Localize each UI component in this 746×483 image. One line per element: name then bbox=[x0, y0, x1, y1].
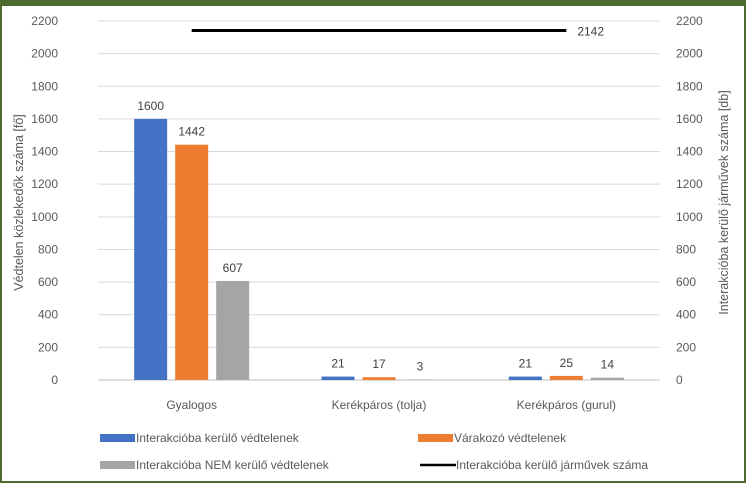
y-tick-label-left: 2000 bbox=[31, 47, 58, 61]
y-tick-label-left: 0 bbox=[51, 373, 58, 387]
bar-data-label: 14 bbox=[601, 358, 615, 372]
legend-label-interaction-vulnerable: Interakcióba kerülő védtelenek bbox=[136, 431, 300, 445]
y-axis-title-right: Interakcióba kerülő járművek száma [db] bbox=[717, 90, 731, 314]
bar bbox=[508, 376, 542, 380]
bar-data-label: 17 bbox=[372, 357, 386, 371]
legend-swatch-interaction-vulnerable bbox=[100, 434, 135, 442]
bar-data-label: 1442 bbox=[178, 125, 205, 139]
y-tick-label-left: 1400 bbox=[31, 145, 58, 159]
legend-swatch-waiting-vulnerable bbox=[418, 434, 453, 442]
y-tick-label-right: 1400 bbox=[676, 145, 703, 159]
bar bbox=[362, 377, 396, 380]
category-label: Kerékpáros (gurul) bbox=[517, 398, 616, 412]
bar-data-labels: 1600 1442 607 21 17 3 21 25 14 bbox=[137, 99, 614, 374]
bar-data-label: 21 bbox=[331, 357, 345, 371]
legend-label-vehicles-line: Interakcióba kerülő járművek száma bbox=[456, 458, 648, 472]
bar-data-label: 3 bbox=[417, 360, 424, 374]
y-axis-title-left: Védtelen közlekedők száma [fő] bbox=[12, 114, 26, 291]
chart-svg: 0200400600800100012001400160018002000220… bbox=[12, 14, 731, 472]
bar bbox=[549, 375, 583, 380]
y-tick-label-left: 1600 bbox=[31, 112, 58, 126]
y-tick-label-right: 200 bbox=[676, 340, 696, 354]
y-tick-label-right: 0 bbox=[676, 373, 683, 387]
bar-data-label: 25 bbox=[560, 356, 574, 370]
legend: Interakcióba kerülő védtelenek Várakozó … bbox=[100, 431, 648, 472]
y-tick-label-right: 2000 bbox=[676, 47, 703, 61]
y-tick-label-right: 600 bbox=[676, 275, 696, 289]
category-label: Gyalogos bbox=[166, 398, 217, 412]
y-tick-label-right: 1200 bbox=[676, 177, 703, 191]
y-tick-label-left: 400 bbox=[38, 308, 58, 322]
y-tick-label-left: 800 bbox=[38, 242, 58, 256]
bar bbox=[216, 280, 250, 380]
line-series: 2142 bbox=[191, 24, 604, 38]
y-tick-label-right: 2200 bbox=[676, 14, 703, 28]
legend-swatch-non-interaction-vulnerable bbox=[100, 461, 135, 469]
y-tick-label-right: 1000 bbox=[676, 210, 703, 224]
y-tick-label-right: 1800 bbox=[676, 79, 703, 93]
bar bbox=[590, 377, 624, 380]
bar-data-label: 1600 bbox=[137, 99, 164, 113]
bar bbox=[321, 376, 355, 380]
legend-label-waiting-vulnerable: Várakozó védtelenek bbox=[454, 431, 567, 445]
bar bbox=[175, 144, 209, 380]
y-tick-label-left: 1800 bbox=[31, 79, 58, 93]
y-tick-label-left: 2200 bbox=[31, 14, 58, 28]
right-axis-ticks: 0 200 400 600 800 1000 1200 1400 1600 1800 2000 220… bbox=[676, 14, 703, 387]
category-labels: Gyalogos Kerékpáros (tolja) Kerékpáros (gu… bbox=[166, 398, 616, 412]
line-data-label: 2142 bbox=[577, 24, 604, 38]
bars bbox=[134, 118, 624, 380]
y-tick-label-right: 800 bbox=[676, 242, 696, 256]
legend-label-non-interaction-vulnerable: Interakcióba NEM kerülő védtelenek bbox=[136, 458, 330, 472]
y-tick-label-left: 1200 bbox=[31, 177, 58, 191]
category-label: Kerékpáros (tolja) bbox=[332, 398, 427, 412]
y-tick-label-left: 1000 bbox=[31, 210, 58, 224]
bar-data-label: 607 bbox=[223, 261, 243, 275]
y-tick-label-left: 600 bbox=[38, 275, 58, 289]
left-axis-ticks: 0 200 400 600 800 1000 1200 1400 1600 1800 2000 220… bbox=[31, 14, 58, 387]
bar-data-label: 21 bbox=[519, 357, 533, 371]
bar bbox=[134, 118, 168, 380]
y-tick-label-right: 1600 bbox=[676, 112, 703, 126]
y-tick-label-right: 400 bbox=[676, 308, 696, 322]
y-tick-label-left: 200 bbox=[38, 340, 58, 354]
